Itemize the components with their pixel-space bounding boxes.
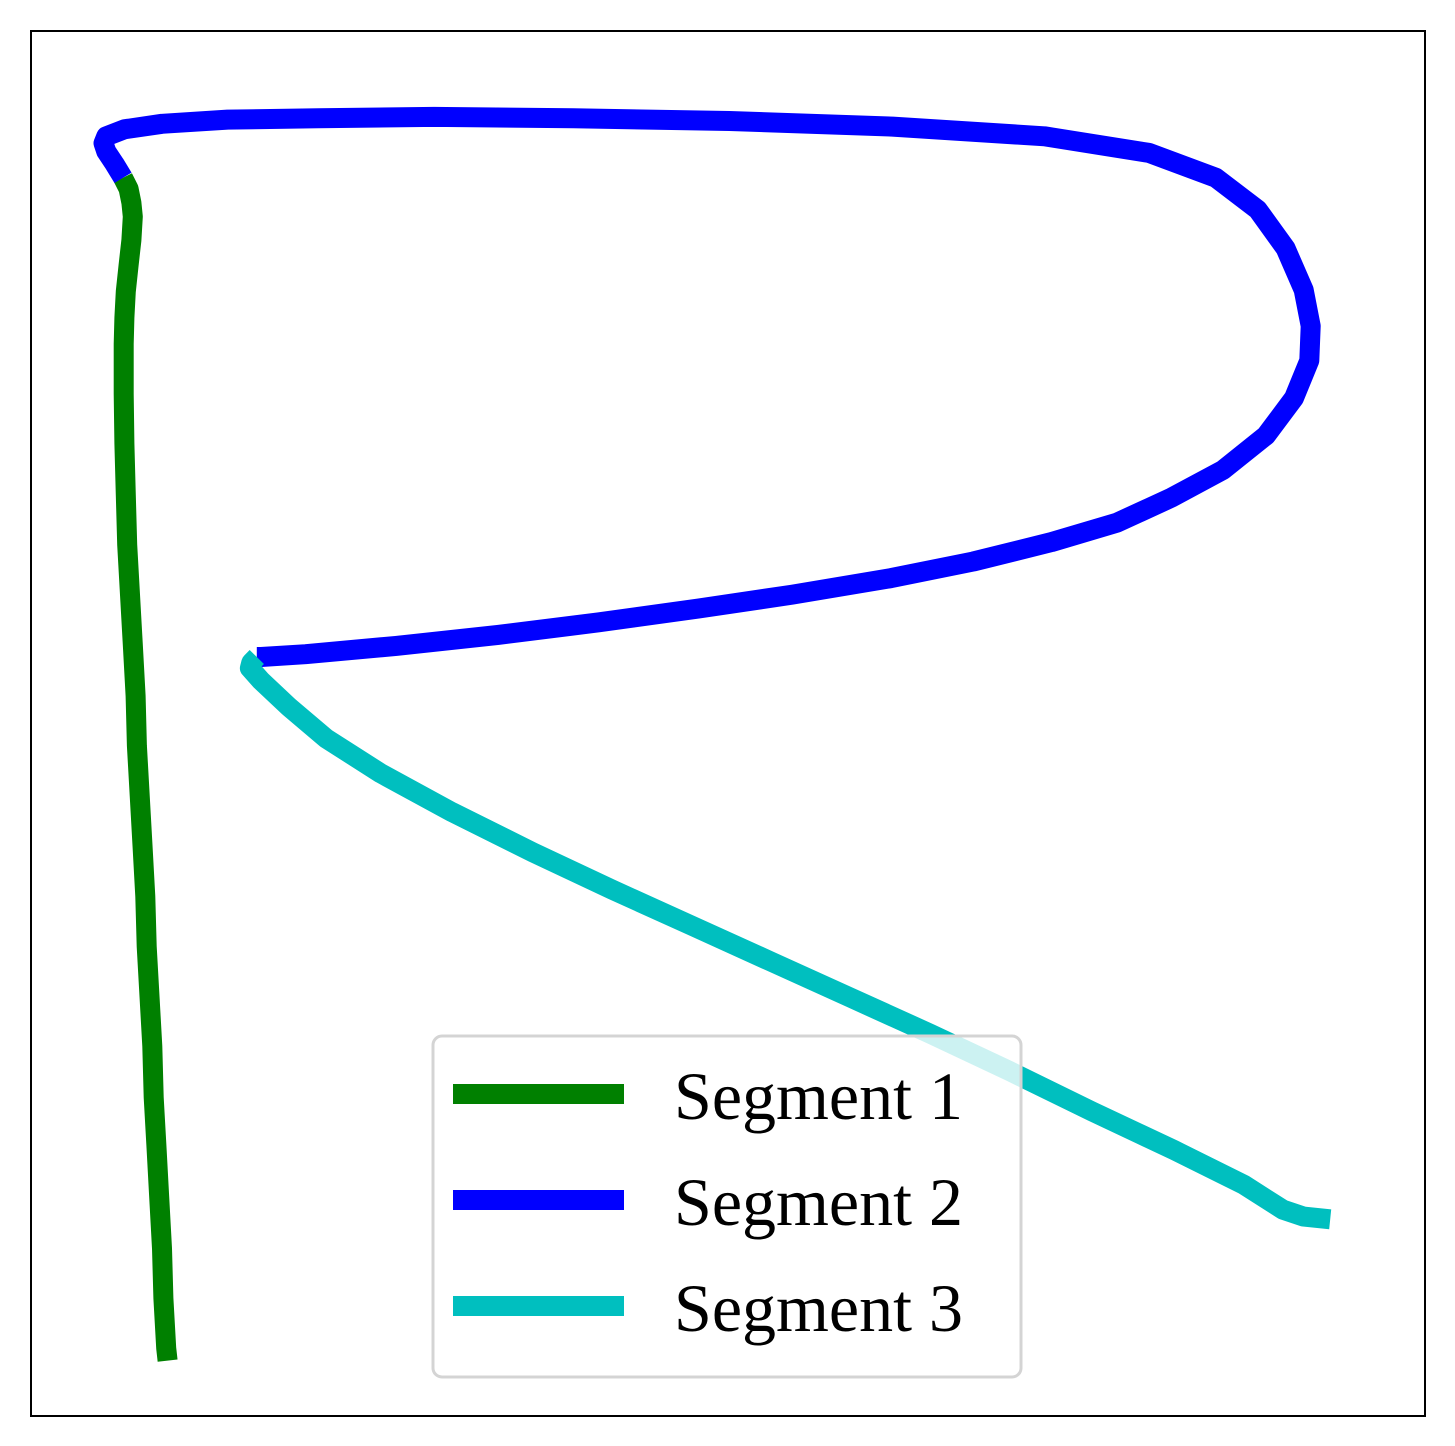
axes-frame [30,30,1426,1417]
legend: Segment 1 Segment 2 Segment 3 [431,1034,1023,1379]
series-line-segment-1 [113,173,178,1362]
legend-label-segment-1: Segment 1 [674,1058,963,1134]
legend-box [431,1034,1023,1379]
series-layer [93,106,1332,1362]
series-line-segment-2 [93,106,1321,667]
legend-label-segment-3: Segment 3 [674,1270,963,1346]
series-line-segment-3 [239,649,1332,1230]
legend-label-segment-2: Segment 2 [674,1164,963,1240]
